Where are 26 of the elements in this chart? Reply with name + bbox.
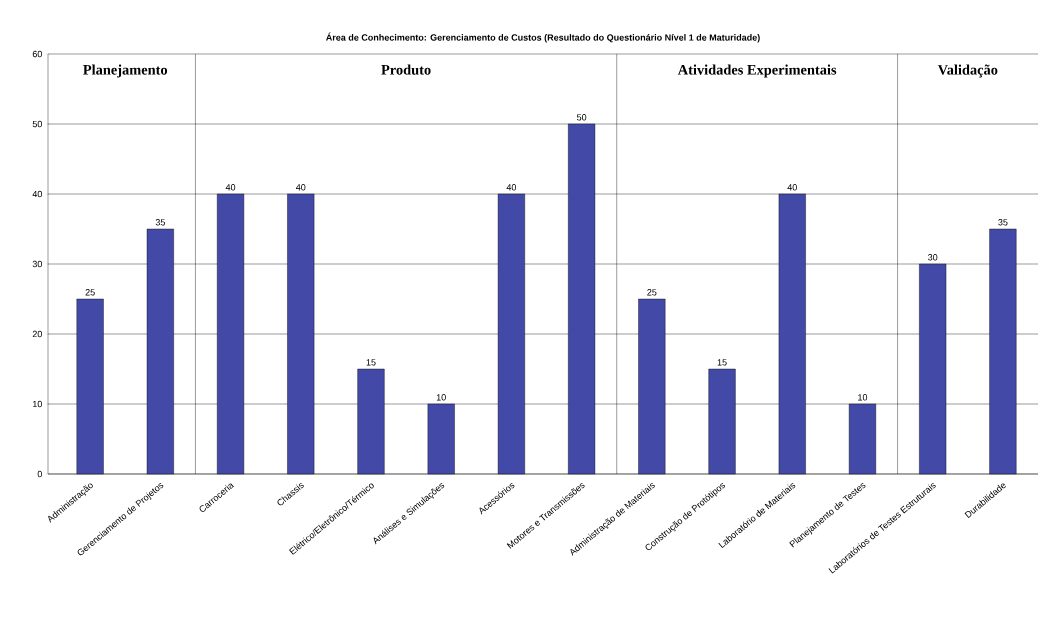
data-label: 15 xyxy=(366,359,376,366)
y-tick-label: 40 xyxy=(32,190,42,198)
y-tick-label: 10 xyxy=(33,400,42,408)
data-label: 25 xyxy=(647,289,657,296)
y-tick-label: 50 xyxy=(32,120,42,128)
data-label: 15 xyxy=(717,359,727,366)
data-label: 40 xyxy=(787,184,797,191)
data-label: 40 xyxy=(506,184,517,191)
y-tick-label: 60 xyxy=(32,50,42,58)
data-label: 25 xyxy=(85,289,95,296)
data-label: 40 xyxy=(225,184,236,191)
data-label: 35 xyxy=(998,219,1008,226)
data-label: 50 xyxy=(576,114,587,121)
annotation: Produto xyxy=(381,64,431,75)
y-tick-label: 30 xyxy=(32,260,42,268)
chart-title: Área de Conhecimento: Gerenciamento de Custos (Resultado do Questionário Nível 1 de Maturidade) xyxy=(326,32,760,43)
y-tick-label: 0 xyxy=(37,470,42,478)
data-label: 10 xyxy=(858,394,868,401)
data-label: 30 xyxy=(928,254,938,261)
data-label: 35 xyxy=(155,219,165,226)
data-label: 10 xyxy=(436,394,446,401)
annotation: Validação xyxy=(937,64,998,78)
annotation: Planejamento xyxy=(83,64,168,78)
annotation: Atividades Experimentais xyxy=(677,64,837,78)
y-tick-label: 20 xyxy=(32,330,42,338)
data-label: 40 xyxy=(295,184,306,191)
